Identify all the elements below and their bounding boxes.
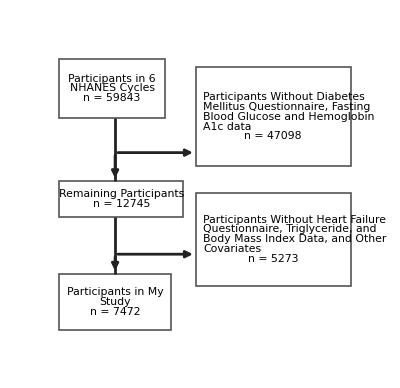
Text: Mellitus Questionnaire, Fasting: Mellitus Questionnaire, Fasting bbox=[204, 102, 371, 112]
Text: Body Mass Index Data, and Other: Body Mass Index Data, and Other bbox=[204, 234, 387, 244]
Bar bbox=[59, 59, 165, 118]
Text: Participants Without Diabetes: Participants Without Diabetes bbox=[204, 92, 365, 102]
Text: Participants Without Heart Failure: Participants Without Heart Failure bbox=[204, 215, 386, 225]
Text: Participants in 6: Participants in 6 bbox=[68, 74, 156, 83]
Text: Blood Glucose and Hemoglobin: Blood Glucose and Hemoglobin bbox=[204, 112, 375, 122]
Bar bbox=[59, 181, 183, 217]
Text: n = 47098: n = 47098 bbox=[244, 132, 302, 142]
Text: Study: Study bbox=[99, 297, 131, 307]
Text: n = 7472: n = 7472 bbox=[90, 307, 140, 317]
Text: Covariates: Covariates bbox=[204, 244, 262, 254]
Text: n = 59843: n = 59843 bbox=[83, 93, 141, 103]
Bar bbox=[59, 274, 171, 331]
Text: A1c data: A1c data bbox=[204, 121, 252, 132]
Text: Remaining Participants: Remaining Participants bbox=[59, 189, 184, 199]
Text: Questionnaire, Triglyceride, and: Questionnaire, Triglyceride, and bbox=[204, 224, 377, 234]
Text: Participants in My: Participants in My bbox=[67, 287, 164, 297]
Text: NHANES Cycles: NHANES Cycles bbox=[70, 83, 154, 94]
Bar bbox=[196, 68, 351, 166]
Text: n = 5273: n = 5273 bbox=[248, 254, 298, 264]
Bar bbox=[196, 193, 351, 286]
Text: n = 12745: n = 12745 bbox=[93, 199, 150, 209]
